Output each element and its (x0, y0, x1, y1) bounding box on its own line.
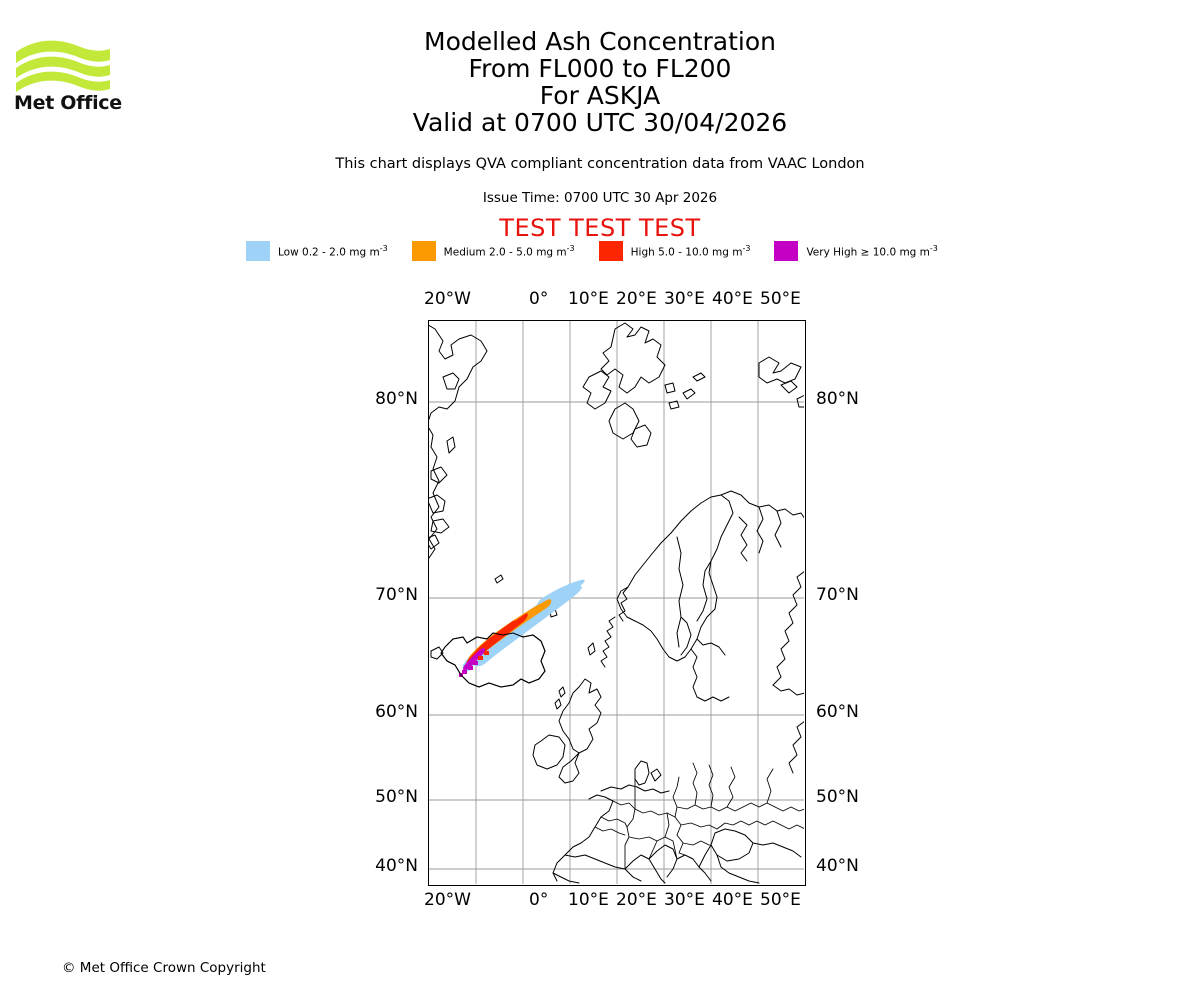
lat-label-right-60n: 60°N (816, 702, 859, 722)
legend-swatch-low (246, 241, 270, 261)
lat-label-right-70n: 70°N (816, 585, 859, 605)
legend-label-medium: Medium 2.0 - 5.0 mg m-3 (443, 243, 575, 259)
met-office-logo-text: Met Office (14, 92, 122, 113)
iceland-coastline-overlay (440, 632, 546, 688)
lon-label-bottom-20w: 20°W (424, 890, 471, 910)
test-banner-text: TEST TEST TEST (499, 214, 701, 242)
lon-label-bottom-10e: 10°E (568, 890, 609, 910)
lat-label-left-60n: 60°N (375, 702, 418, 722)
lat-label-left-80n: 80°N (375, 389, 418, 409)
lat-label-left-50n: 50°N (375, 787, 418, 807)
lon-label-bottom-30e: 30°E (664, 890, 705, 910)
chart-title-block: Modelled Ash Concentration From FL000 to… (0, 28, 1200, 136)
concentration-legend: Low 0.2 - 2.0 mg m-3 Medium 2.0 - 5.0 mg… (246, 240, 994, 262)
lon-label-top-40e: 40°E (712, 289, 753, 309)
legend-item-very-high: Very High ≥ 10.0 mg m-3 (774, 241, 938, 261)
lon-label-top-50e: 50°E (760, 289, 801, 309)
lon-label-top-20w: 20°W (424, 289, 471, 309)
lon-label-bottom-20e: 20°E (616, 890, 657, 910)
plume-very-high-core (463, 654, 478, 672)
plume-high-pixel-a (478, 656, 483, 660)
issue-time-text: Issue Time: 0700 UTC 30 Apr 2026 (482, 190, 718, 206)
lat-label-left-70n: 70°N (375, 585, 418, 605)
copyright-text: © Met Office Crown Copyright (62, 960, 266, 976)
lon-label-bottom-50e: 50°E (760, 890, 801, 910)
legend-label-very-high: Very High ≥ 10.0 mg m-3 (806, 243, 938, 259)
plume-very-high-pixel-c (473, 661, 478, 665)
lon-label-top-10e: 10°E (568, 289, 609, 309)
legend-item-medium: Medium 2.0 - 5.0 mg m-3 (411, 241, 575, 261)
legend-label-high: High 5.0 - 10.0 mg m-3 (630, 243, 751, 259)
lon-label-bottom-40e: 40°E (712, 890, 753, 910)
lat-label-right-40n: 40°N (816, 856, 859, 876)
lon-label-top-30e: 30°E (664, 289, 705, 309)
map-frame (428, 320, 806, 886)
lat-label-right-80n: 80°N (816, 389, 859, 409)
legend-swatch-medium (411, 241, 436, 261)
title-line-3: For ASKJA (539, 81, 661, 110)
lon-label-top-0: 0° (529, 289, 549, 309)
met-office-logo: Met Office (14, 28, 124, 113)
map-gridlines (429, 321, 804, 884)
lon-label-top-20e: 20°E (616, 289, 657, 309)
plume-low-contour (469, 585, 582, 667)
met-office-wave-mark (16, 40, 110, 92)
legend-item-low: Low 0.2 - 2.0 mg m-3 (246, 241, 388, 261)
legend-swatch-high (598, 241, 623, 261)
chart-subtitle: This chart displays QVA compliant concen… (335, 156, 865, 172)
map-coastlines (429, 322, 804, 884)
legend-swatch-very-high (774, 241, 799, 261)
title-line-4: Valid at 0700 UTC 30/04/2026 (412, 108, 788, 137)
lon-label-bottom-0: 0° (529, 890, 549, 910)
title-line-2: From FL000 to FL200 (468, 54, 732, 83)
legend-label-low: Low 0.2 - 2.0 mg m-3 (278, 243, 388, 259)
plume-very-high-pixel-b (468, 666, 473, 670)
plume-very-high-pixel-a (462, 670, 467, 674)
lat-label-left-40n: 40°N (375, 856, 418, 876)
lat-label-right-50n: 50°N (816, 787, 859, 807)
legend-item-high: High 5.0 - 10.0 mg m-3 (598, 241, 751, 261)
map-canvas (429, 321, 804, 884)
ash-plume-overlay (459, 579, 585, 677)
ash-concentration-map[interactable] (428, 320, 806, 886)
plume-high-pixel-b (484, 651, 489, 655)
title-line-1: Modelled Ash Concentration (424, 27, 776, 56)
